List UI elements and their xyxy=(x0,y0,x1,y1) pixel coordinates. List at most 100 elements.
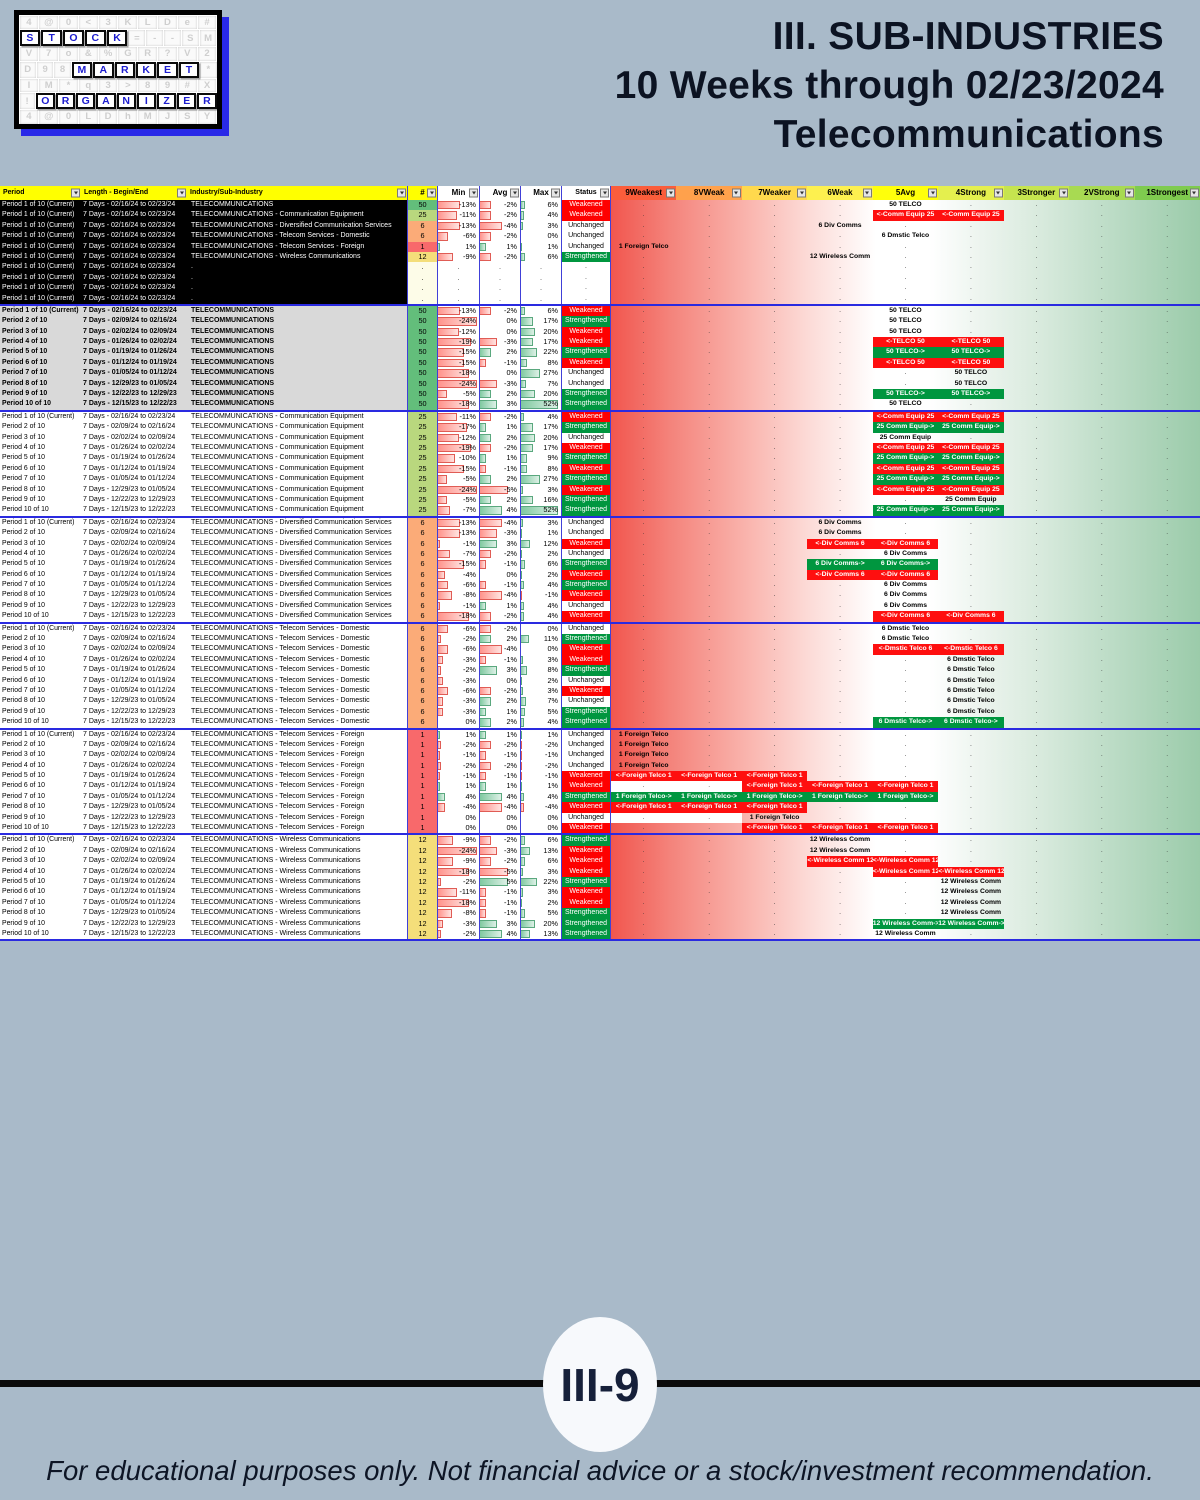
cell-avg: -1% xyxy=(480,357,521,369)
rank-cell: . xyxy=(773,495,776,503)
table-row: Period 7 of 10 7 Days - 01/05/24 to 01/12… xyxy=(0,685,1200,697)
cell-count: 12 xyxy=(407,918,438,929)
positive-data-bar xyxy=(438,792,445,802)
rank-cell: . xyxy=(1100,867,1103,875)
table-row: Period 8 of 10 7 Days - 12/29/23 to 01/05… xyxy=(0,908,1200,919)
rank-cell: . xyxy=(1100,878,1103,885)
cell-min: . xyxy=(438,272,480,284)
rank-strength-area: ..... 12 Wireless Comm... xyxy=(611,877,1200,888)
rank-marker: 6 Dmstic Telco xyxy=(881,232,930,240)
filter-dropdown-icon[interactable] xyxy=(1189,188,1199,198)
rank-marker: 6 Div Comms xyxy=(818,518,862,526)
negative-data-bar xyxy=(438,581,449,590)
filter-dropdown-icon[interactable] xyxy=(71,188,80,198)
rank-strength-area: ......... xyxy=(611,283,1200,294)
filter-dropdown-icon[interactable] xyxy=(600,188,609,198)
rank-marker: 6 Dmstic Telco xyxy=(947,655,995,663)
cell-length: 7 Days - 01/19/24 to 01/26/24 xyxy=(81,347,187,358)
cell-industry: TELECOMMUNICATIONS - Communication Equip… xyxy=(187,474,407,485)
filter-dropdown-icon[interactable] xyxy=(510,188,519,198)
rank-strength-area: .....6 Dmstic Telco... xyxy=(611,706,1200,718)
rank-cell: . xyxy=(1035,635,1038,643)
cell-max-value: 2% xyxy=(547,675,558,685)
cell-max-value: 6% xyxy=(547,856,558,866)
rank-cell: . xyxy=(1035,846,1038,854)
rank-cell: . xyxy=(1166,635,1169,643)
cell-avg: 1% xyxy=(480,729,521,740)
cell-avg-value: -2% xyxy=(504,739,517,749)
cell-min: -9% xyxy=(438,835,480,846)
cell-max-value: 2% xyxy=(547,897,558,907)
rank-marker: <-Dmstic Telco 6 xyxy=(872,644,939,655)
cell-count: 1 xyxy=(407,241,438,252)
rank-cell: . xyxy=(969,201,972,208)
negative-data-bar xyxy=(438,591,452,600)
cell-status: Unchanged xyxy=(562,675,611,686)
cell-industry: TELECOMMUNICATIONS - Diversified Communi… xyxy=(187,538,407,549)
rank-cell: . xyxy=(1166,612,1169,620)
cell-industry: TELECOMMUNICATIONS - Telecom Services - … xyxy=(187,812,407,824)
negative-data-bar xyxy=(480,306,492,316)
logo-filler-cell: D xyxy=(158,15,177,29)
rank-cell: . xyxy=(839,740,841,748)
filter-dropdown-icon[interactable] xyxy=(427,188,436,198)
rank-cell: . xyxy=(1100,707,1103,715)
logo-filler-cell: < xyxy=(78,15,98,29)
rank-cell: . xyxy=(773,390,776,398)
cell-avg-value: 0% xyxy=(506,823,517,833)
filter-dropdown-icon[interactable] xyxy=(1059,188,1069,198)
cell-status: Weakened xyxy=(562,611,611,622)
cell-avg-value: 0% xyxy=(506,675,517,685)
filter-dropdown-icon[interactable] xyxy=(993,188,1003,198)
cell-min: -24% xyxy=(438,316,480,327)
positive-data-bar xyxy=(521,506,559,515)
cell-min-value: -13% xyxy=(458,220,476,230)
cell-status: Weakened xyxy=(562,484,611,495)
cell-industry: TELECOMMUNICATIONS - Telecom Services - … xyxy=(187,771,407,782)
cell-max: 2% xyxy=(521,548,562,560)
rank-cell: . xyxy=(642,601,645,609)
filter-dropdown-icon[interactable] xyxy=(469,188,478,198)
table-row: Period 3 of 10 7 Days - 02/02/24 to 02/09… xyxy=(0,538,1200,549)
rank-strength-area: <-Foreign Telco 1 <-Foreign Telco 1 <-Fore… xyxy=(611,771,1200,782)
positive-data-bar xyxy=(521,857,526,866)
negative-data-bar xyxy=(438,443,471,453)
cell-max-value: 27% xyxy=(543,474,558,484)
negative-data-bar xyxy=(480,686,492,696)
cell-min: 4% xyxy=(438,791,480,803)
cell-max-value: 4% xyxy=(547,600,558,610)
rank-cell: . xyxy=(708,898,711,906)
cell-avg: 3% xyxy=(480,399,521,410)
cell-max-value: 6% xyxy=(547,559,558,569)
filter-dropdown-icon[interactable] xyxy=(551,188,560,198)
rank-cell: . xyxy=(904,836,907,844)
rank-cell: . xyxy=(969,284,972,292)
filter-dropdown-icon[interactable] xyxy=(731,188,741,198)
rank-cell: . xyxy=(773,570,776,578)
rank-cell: . xyxy=(839,751,841,759)
logo-filler-cell: 4 xyxy=(19,15,39,29)
cell-period: Period 1 of 10 (Current) xyxy=(0,517,81,529)
rank-cell: . xyxy=(1166,317,1169,325)
filter-dropdown-icon[interactable] xyxy=(397,188,406,198)
rank-cell: . xyxy=(773,433,776,441)
cell-count: 6 xyxy=(407,548,438,560)
table-section-6: Period 1 of 10 (Current) 7 Days - 02/16/2… xyxy=(0,835,1200,942)
filter-dropdown-icon[interactable] xyxy=(862,188,872,198)
cell-max: 6% xyxy=(521,835,562,846)
cell-avg-value: 4% xyxy=(506,505,517,515)
filter-dropdown-icon[interactable] xyxy=(177,188,186,198)
header-industry-label: Industry/Sub-Industry xyxy=(190,189,263,196)
cell-avg-value: 2% xyxy=(506,389,517,399)
rank-cell: . xyxy=(773,857,776,865)
filter-dropdown-icon[interactable] xyxy=(1124,188,1134,198)
cell-length: 7 Days - 02/02/24 to 02/09/24 xyxy=(81,750,187,761)
rank-cell: . xyxy=(1166,792,1169,800)
rank-cell: . xyxy=(642,506,645,514)
filter-dropdown-icon[interactable] xyxy=(666,188,676,198)
rank-cell: . xyxy=(773,221,776,229)
filter-dropdown-icon[interactable] xyxy=(797,188,807,198)
rank-cell: . xyxy=(839,929,841,937)
filter-dropdown-icon[interactable] xyxy=(928,188,938,198)
cell-avg-value: -3% xyxy=(504,845,517,855)
